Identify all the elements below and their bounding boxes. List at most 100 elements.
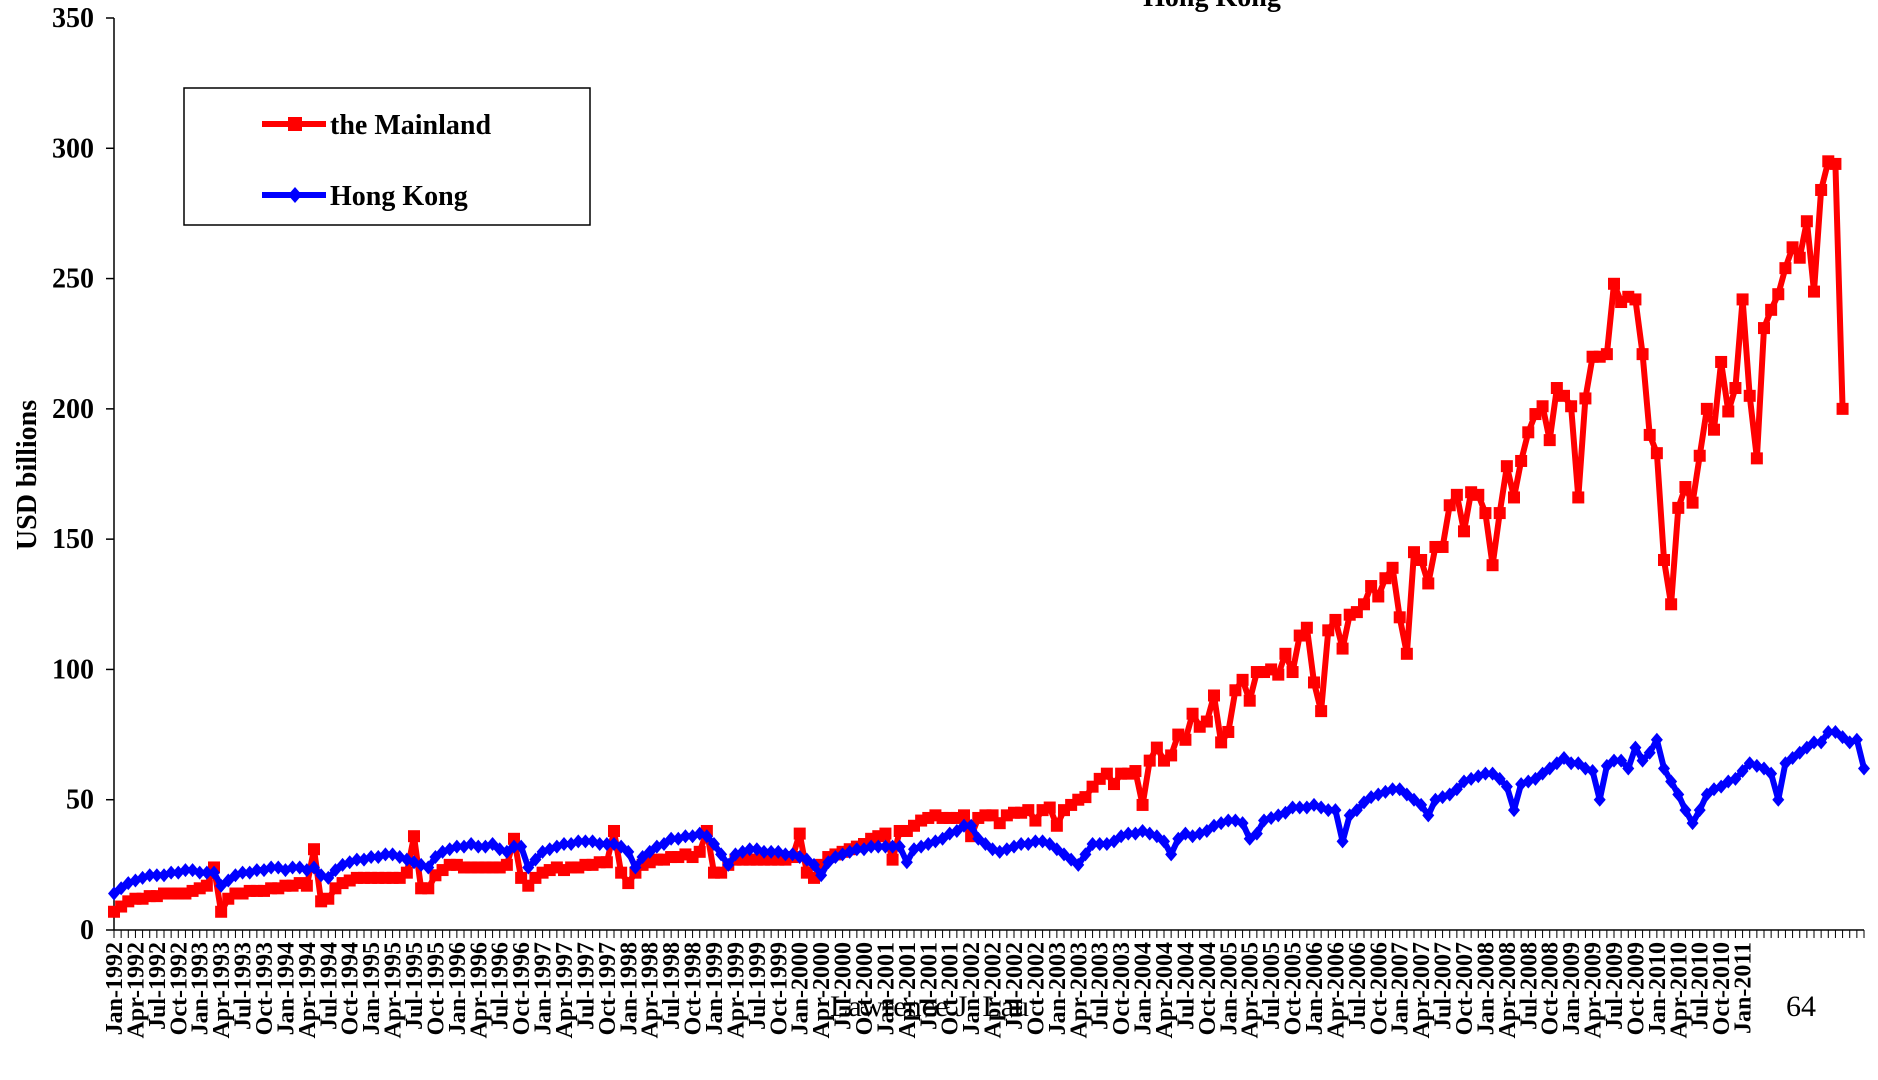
data-point: [758, 844, 770, 859]
data-point: [450, 839, 463, 854]
data-point: [1643, 428, 1656, 441]
data-point: [622, 877, 635, 890]
data-point: [1179, 733, 1192, 746]
data-point: [1308, 676, 1320, 689]
data-point: [422, 860, 435, 875]
x-tick-label: Oct-2010: [1709, 942, 1735, 1035]
footer-page-number: 64: [1786, 990, 1816, 1023]
data-point: [600, 837, 613, 852]
data-point: [700, 829, 713, 844]
data-point: [179, 863, 192, 878]
data-point: [1822, 724, 1835, 739]
data-point: [422, 882, 435, 895]
data-point: [1165, 749, 1178, 762]
x-tick-label: Jan-2008: [1473, 942, 1499, 1035]
y-axis: 0 50 100 150 200 250 300 350: [52, 3, 115, 946]
x-tick-label: Jul-1994: [316, 942, 342, 1030]
data-point: [1586, 764, 1599, 779]
data-point: [1186, 707, 1199, 720]
data-point: [1472, 488, 1485, 501]
data-point: [1093, 837, 1106, 852]
data-point: [322, 892, 335, 905]
y-axis-title: USD billions: [12, 400, 43, 550]
data-point: [208, 865, 220, 880]
x-tick-label: Apr-2005: [1238, 942, 1264, 1038]
x-tick-label: Apr-2004: [1152, 942, 1178, 1038]
data-point: [1108, 778, 1120, 791]
data-point: [600, 856, 613, 869]
data-point: [1808, 285, 1820, 298]
x-tick-label: Apr-2000: [809, 942, 835, 1038]
x-tick-label: Jul-1999: [745, 942, 771, 1030]
data-point: [1629, 740, 1642, 755]
x-tick-label: Jul-1993: [231, 942, 257, 1030]
data-point: [1722, 405, 1735, 418]
y-tick-label: 350: [52, 3, 94, 34]
data-point: [1286, 666, 1299, 679]
data-point: [1222, 725, 1235, 738]
data-point: [1329, 803, 1342, 818]
data-point: [408, 830, 420, 843]
data-point: [1508, 491, 1520, 504]
data-point: [1679, 481, 1692, 494]
x-tick-label: Apr-2006: [1323, 942, 1349, 1038]
data-point: [886, 839, 899, 854]
x-tick-label: Oct-2008: [1538, 942, 1564, 1035]
data-point: [508, 839, 520, 854]
data-point: [1765, 303, 1778, 316]
data-point: [1686, 496, 1699, 509]
data-point: [1658, 553, 1670, 566]
data-point: [865, 839, 878, 854]
data-point: [608, 824, 620, 837]
data-point: [872, 839, 885, 854]
data-point: [815, 868, 828, 883]
x-tick-label: Jul-2009: [1602, 942, 1628, 1030]
data-point: [1772, 792, 1785, 807]
x-tick-label: Oct-1993: [252, 942, 278, 1035]
data-point: [1729, 771, 1742, 786]
data-point: [1500, 460, 1513, 473]
data-point: [715, 847, 728, 862]
x-tick-label: Apr-1998: [638, 942, 664, 1038]
x-tick-label: Apr-1997: [552, 942, 578, 1038]
data-point: [1679, 803, 1692, 818]
legend-swatch-marker: [288, 117, 302, 131]
data-point: [193, 865, 206, 880]
data-point: [300, 879, 313, 892]
data-point: [1565, 756, 1578, 771]
x-tick-label: Jan-2004: [1131, 942, 1157, 1035]
x-tick-label: Oct-2004: [1195, 942, 1221, 1035]
data-point: [1808, 735, 1820, 750]
data-point: [215, 905, 228, 918]
data-point: [693, 845, 706, 858]
x-tick-label: Apr-1992: [123, 942, 149, 1038]
x-tick-label: Oct-2001: [938, 942, 964, 1035]
y-tick-label: 50: [66, 785, 94, 816]
x-tick-label: Oct-1999: [766, 942, 792, 1035]
data-point: [1765, 766, 1778, 781]
x-tick-label: Jan-1998: [616, 942, 642, 1035]
data-point: [1622, 761, 1635, 776]
data-point: [1079, 791, 1092, 804]
data-point: [1836, 402, 1849, 415]
data-point: [579, 834, 592, 849]
data-point: [1458, 525, 1470, 538]
data-point: [1815, 735, 1828, 750]
x-tick-label: Apr-2008: [1495, 942, 1521, 1038]
data-point: [1500, 779, 1513, 794]
data-point: [615, 866, 628, 879]
data-point: [1758, 322, 1770, 335]
data-point: [1236, 816, 1249, 831]
data-point: [1336, 834, 1349, 849]
data-point: [1493, 507, 1506, 520]
data-point: [1479, 507, 1492, 520]
x-tick-label: Oct-2009: [1623, 942, 1649, 1035]
data-point: [150, 868, 163, 883]
x-tick-label: Apr-2003: [1066, 942, 1092, 1038]
data-point: [1786, 241, 1799, 254]
data-point: [1793, 251, 1806, 264]
x-tick-label: Jan-2007: [1388, 942, 1414, 1035]
data-point: [558, 837, 570, 852]
data-point: [1243, 694, 1256, 707]
data-point: [529, 852, 542, 867]
